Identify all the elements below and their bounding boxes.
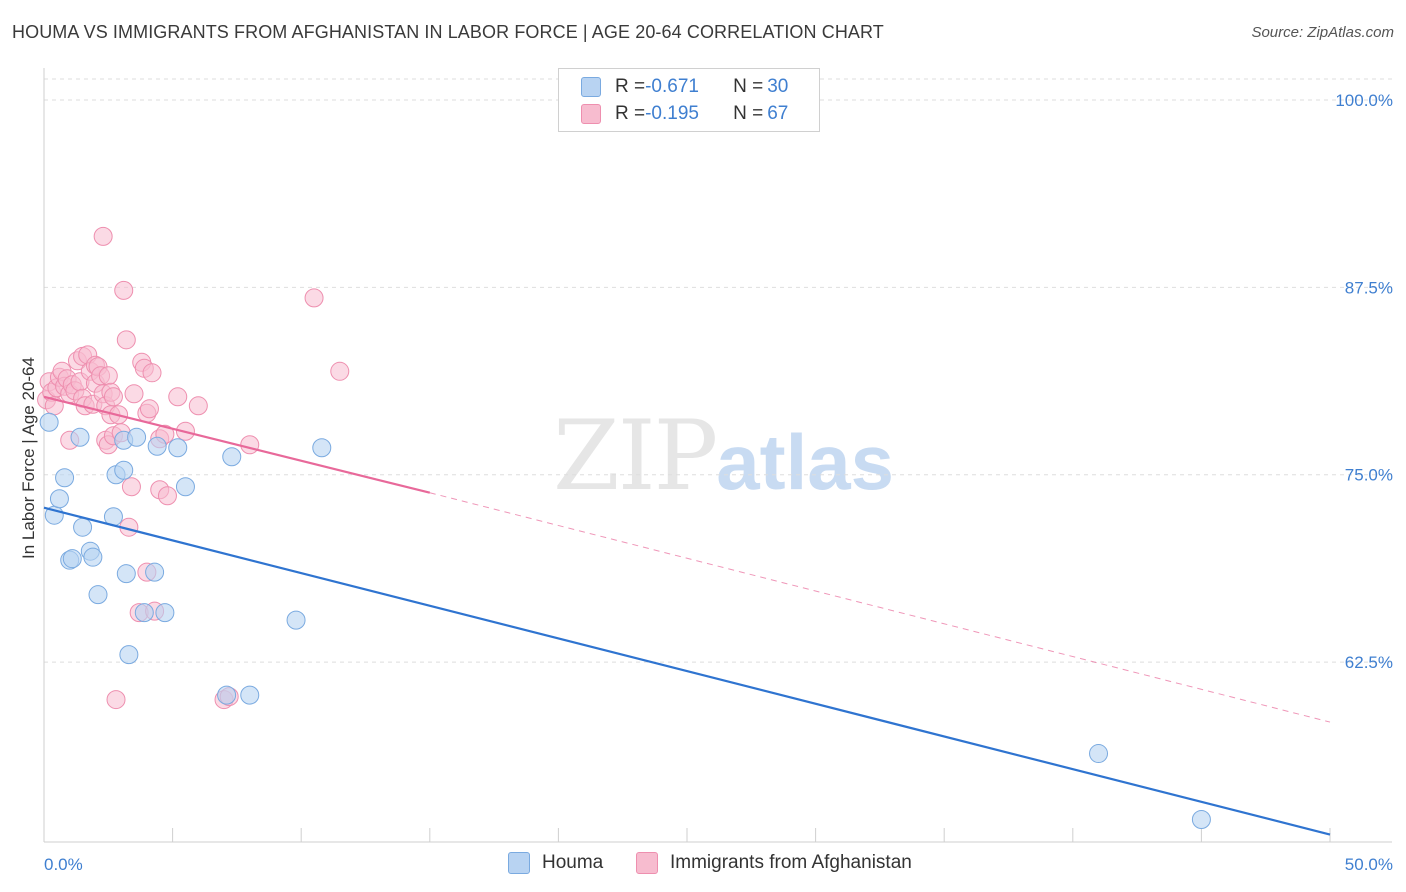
houma-swatch (508, 852, 530, 874)
houma-point (83, 547, 103, 567)
tick-labels: 100.0% 87.5% 75.0% 62.5% 0.0% 50.0% In Labor F… (19, 91, 1393, 874)
afghan-point (98, 366, 118, 386)
afghan-point (240, 435, 260, 455)
houma-point (145, 562, 165, 582)
watermark-atlas: atlas (716, 418, 895, 506)
watermark-zip: ZIP (553, 400, 718, 512)
watermark: ZIPatlas (553, 400, 894, 512)
afghan-point (142, 363, 162, 383)
houma-point (62, 549, 82, 569)
afghan-point (121, 477, 141, 497)
afghan-point (103, 387, 123, 407)
trend-lines (43, 395, 1331, 836)
houma-swatch (581, 77, 601, 97)
afghan-point (304, 288, 324, 308)
legend-item-afghan[interactable]: Immigrants from Afghanistan (636, 852, 912, 874)
houma-trend-line (43, 506, 1331, 836)
source-label: Source: ZipAtlas.com (1251, 24, 1394, 41)
x-tick-label: 50.0% (1345, 855, 1393, 874)
afghan-point (106, 690, 126, 710)
y-tick-label: 62.5% (1345, 653, 1393, 672)
houma-point (222, 447, 242, 467)
afghan-point (157, 486, 177, 506)
houma-point (70, 427, 90, 447)
legend-label-houma: Houma (542, 852, 604, 873)
houma-point (119, 645, 139, 665)
houma-point (114, 460, 134, 480)
afghan-series (37, 226, 350, 710)
series-legend: Houma Immigrants from Afghanistan (0, 852, 1406, 878)
afghan-point (93, 226, 113, 246)
grid (44, 78, 1392, 663)
y-tick-label: 75.0% (1345, 466, 1393, 485)
axes (43, 68, 1392, 843)
afghan-swatch (581, 104, 601, 124)
correlation-legend: R = -0.671 N = 30 R = -0.195 N = 67 (558, 68, 820, 132)
afghan-point (139, 399, 159, 419)
legend-row-afghan: R = -0.195 N = 67 (581, 102, 788, 126)
afghan-trend-extension (429, 492, 1331, 723)
houma-point (127, 427, 147, 447)
houma-point (134, 603, 154, 623)
houma-point (49, 489, 69, 509)
afghan-point (124, 384, 144, 404)
houma-point (175, 477, 195, 497)
legend-label-afghan: Immigrants from Afghanistan (670, 852, 912, 873)
chart-title: HOUMA VS IMMIGRANTS FROM AFGHANISTAN IN … (12, 22, 884, 42)
afghan-swatch (636, 852, 658, 874)
afghan-r-value: -0.195 (645, 103, 699, 124)
afghan-trend-line (43, 395, 431, 494)
houma-point (55, 468, 75, 488)
houma-point (147, 436, 167, 456)
legend-r-label: R = (615, 76, 646, 97)
houma-point (1191, 810, 1211, 830)
legend-r-label: R = (615, 103, 646, 124)
legend-n-label: N = (733, 76, 764, 97)
houma-point (116, 564, 136, 584)
houma-point (155, 603, 175, 623)
legend-n-label: N = (733, 103, 764, 124)
y-tick-label: 87.5% (1345, 278, 1393, 297)
houma-series (39, 412, 1211, 830)
x-tick-label: 0.0% (44, 855, 83, 874)
houma-point (240, 685, 260, 705)
y-tick-label: 100.0% (1335, 91, 1393, 110)
afghan-point (114, 280, 134, 300)
afghan-n-value: 67 (767, 103, 789, 124)
houma-point (168, 438, 188, 458)
legend-item-houma[interactable]: Houma (508, 852, 603, 874)
houma-n-value: 30 (767, 76, 789, 97)
houma-point (217, 685, 237, 705)
houma-point (286, 610, 306, 630)
afghan-point (330, 361, 350, 381)
houma-r-value: -0.671 (645, 76, 699, 97)
houma-point (88, 585, 108, 605)
houma-point (312, 438, 332, 458)
y-axis-label: In Labor Force | Age 20-64 (19, 357, 38, 559)
afghan-point (116, 330, 136, 350)
houma-point (73, 517, 93, 537)
houma-point (1089, 744, 1109, 764)
afghan-point (168, 387, 188, 407)
houma-point (39, 412, 59, 432)
legend-row-houma: R = -0.671 N = 30 (581, 75, 788, 99)
afghan-point (188, 396, 208, 416)
